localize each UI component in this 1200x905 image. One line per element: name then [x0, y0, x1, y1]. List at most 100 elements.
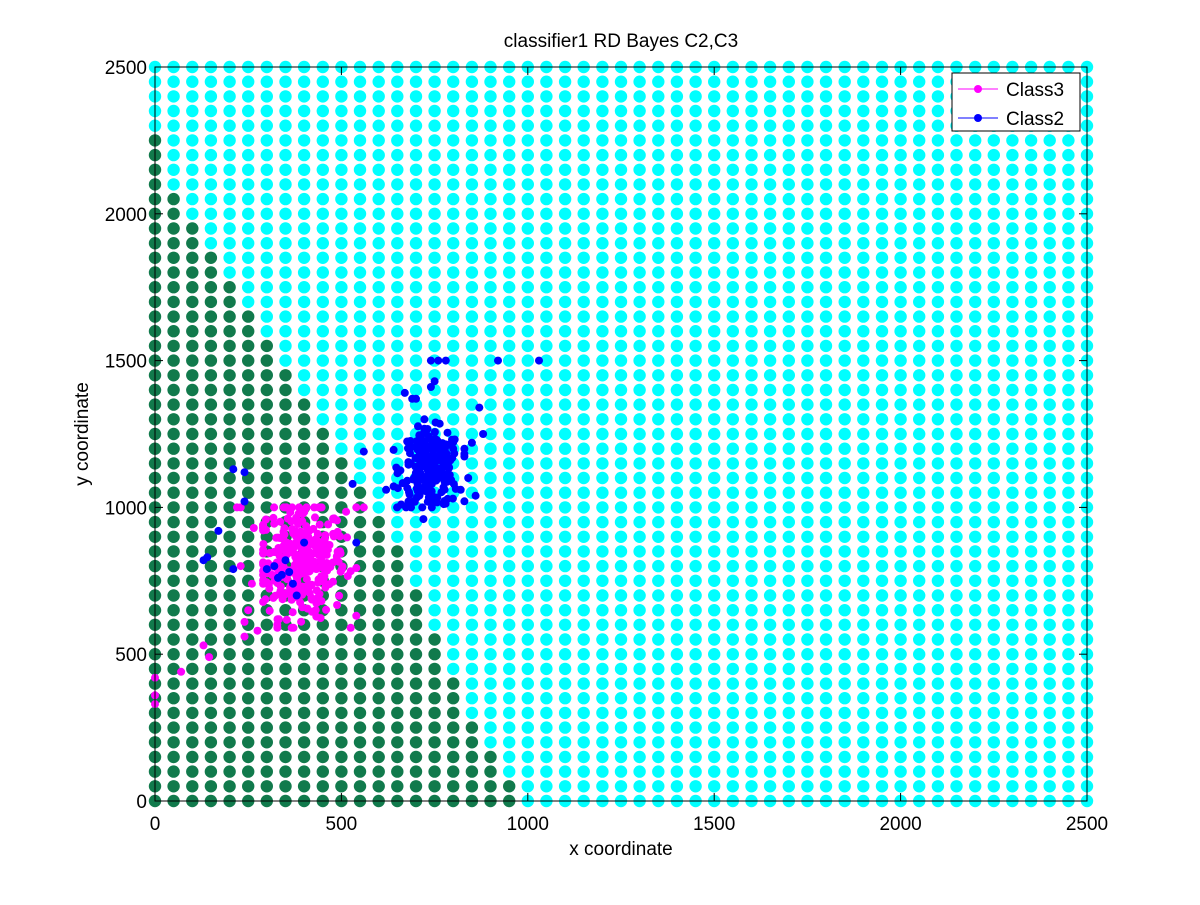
region-point-class2: [1024, 427, 1038, 441]
region-point-class2: [913, 574, 926, 587]
region-point-class2: [689, 721, 702, 734]
region-point-class2: [950, 574, 963, 587]
region-point-class2: [577, 413, 590, 426]
region-point-class2: [521, 325, 534, 338]
region-point-class2: [689, 90, 702, 103]
region-point-class2: [857, 677, 870, 690]
region-point-class2: [316, 104, 329, 118]
region-point-class2: [763, 104, 777, 118]
region-point-class2: [913, 589, 926, 602]
region-point-class2: [987, 648, 1000, 661]
region-point-class3: [186, 662, 199, 676]
region-point-class3: [279, 765, 292, 778]
region-point-class2: [428, 75, 441, 88]
region-point-class3: [372, 721, 385, 734]
region-point-class2: [204, 148, 218, 162]
region-point-class2: [652, 736, 665, 749]
region-point-class3: [167, 383, 180, 397]
region-point-class2: [931, 178, 945, 191]
region-point-class2: [316, 295, 329, 309]
region-point-class2: [745, 486, 758, 499]
region-point-class2: [969, 633, 982, 646]
region-point-class2: [1006, 721, 1019, 734]
region-point-class2: [596, 266, 609, 279]
region-point-class2: [465, 148, 479, 162]
region-point-class2: [875, 486, 889, 499]
region-point-class3: [372, 780, 385, 793]
region-point-class2: [503, 677, 516, 690]
region-point-class2: [745, 457, 758, 470]
region-point-class3: [223, 574, 236, 587]
region-point-class2: [633, 354, 646, 367]
region-point-class3: [223, 750, 236, 764]
region-point-class2: [540, 750, 553, 764]
data-point-class2: [416, 469, 425, 478]
region-point-class2: [950, 589, 963, 602]
region-point-class2: [297, 339, 311, 353]
region-point-class3: [260, 427, 273, 441]
region-point-class2: [1043, 618, 1056, 631]
region-point-class2: [521, 486, 534, 499]
region-point-class2: [689, 633, 702, 646]
region-point-class3: [167, 251, 180, 264]
region-point-class2: [1006, 559, 1019, 573]
region-point-class2: [596, 706, 609, 720]
region-point-class2: [708, 134, 721, 147]
region-point-class2: [931, 339, 945, 353]
region-point-class2: [484, 442, 497, 455]
region-point-class2: [801, 604, 814, 617]
region-point-class2: [1006, 339, 1019, 353]
region-point-class2: [652, 471, 665, 485]
region-point-class2: [503, 325, 516, 338]
region-point-class3: [167, 266, 180, 279]
data-point-class2: [425, 485, 434, 494]
region-point-class2: [652, 559, 665, 573]
region-point-class2: [1043, 178, 1056, 191]
region-point-class2: [540, 207, 553, 220]
region-point-class2: [1024, 134, 1038, 147]
region-point-class2: [801, 75, 814, 88]
data-point-class3: [295, 503, 304, 512]
region-point-class2: [353, 237, 367, 250]
region-point-class2: [875, 75, 889, 88]
region-point-class2: [596, 780, 609, 793]
region-point-class2: [484, 648, 497, 661]
region-point-class2: [484, 119, 497, 132]
data-point-class3: [270, 519, 279, 528]
region-point-class2: [1024, 501, 1038, 514]
region-point-class3: [204, 633, 218, 646]
region-point-class2: [670, 648, 684, 661]
region-point-class2: [689, 662, 702, 676]
region-point-class2: [484, 75, 497, 88]
data-point-class3: [259, 520, 268, 529]
region-point-class2: [838, 207, 851, 220]
region-point-class3: [260, 471, 273, 485]
region-point-class2: [652, 427, 665, 441]
region-point-class2: [297, 192, 311, 206]
region-point-class2: [782, 222, 795, 235]
region-point-class2: [465, 325, 479, 338]
data-point-class3: [307, 593, 316, 602]
region-point-class2: [558, 589, 572, 602]
region-point-class2: [316, 354, 329, 367]
region-point-class2: [652, 692, 665, 705]
region-point-class2: [950, 545, 963, 558]
region-point-class3: [391, 765, 404, 778]
region-point-class2: [577, 471, 590, 485]
region-point-class2: [577, 163, 590, 176]
region-point-class2: [465, 266, 479, 279]
region-point-class2: [670, 721, 684, 734]
region-point-class2: [223, 251, 236, 264]
region-point-class2: [540, 662, 553, 676]
region-point-class2: [987, 266, 1000, 279]
region-point-class2: [260, 222, 273, 235]
region-point-class2: [335, 442, 348, 455]
data-point-class3: [292, 516, 301, 524]
region-point-class2: [801, 442, 814, 455]
region-point-class2: [838, 677, 851, 690]
region-point-class2: [913, 692, 926, 705]
region-point-class2: [577, 339, 590, 353]
region-point-class3: [428, 706, 441, 720]
region-point-class2: [428, 266, 441, 279]
region-point-class2: [875, 383, 889, 397]
